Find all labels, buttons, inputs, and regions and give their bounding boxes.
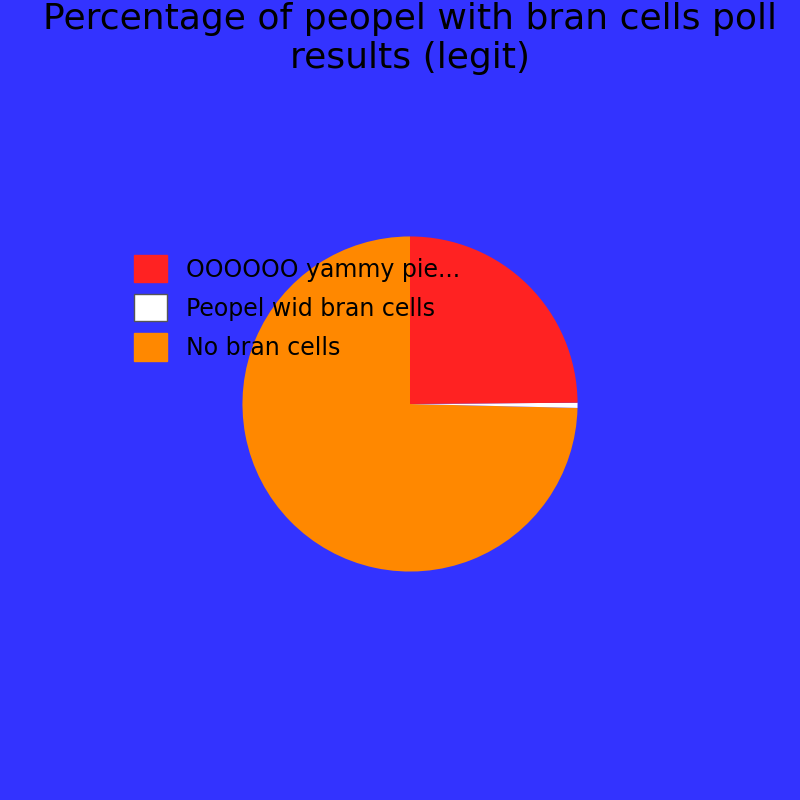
Legend: OOOOOO yammy pie..., Peopel wid bran cells, No bran cells: OOOOOO yammy pie..., Peopel wid bran cel…	[122, 243, 472, 372]
Wedge shape	[410, 402, 578, 408]
Title: Percentage of peopel with bran cells poll
results (legit): Percentage of peopel with bran cells pol…	[43, 2, 777, 75]
Wedge shape	[242, 237, 578, 571]
Wedge shape	[410, 237, 578, 404]
